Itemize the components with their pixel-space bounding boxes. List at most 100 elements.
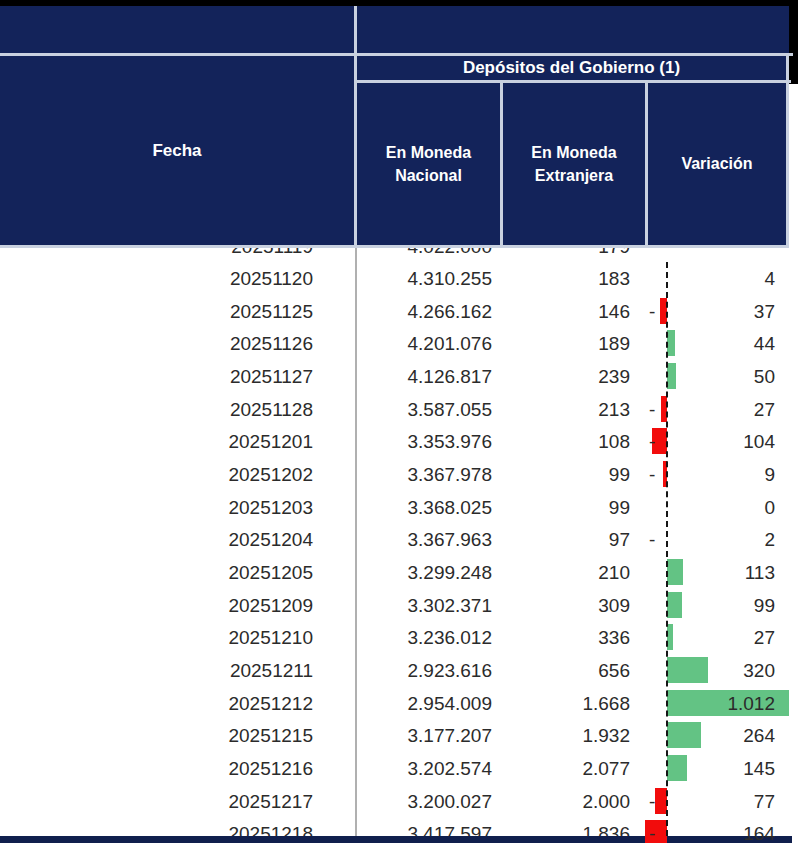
moneda-nacional-cell[interactable]: 3.177.207 — [360, 719, 492, 752]
moneda-extranjera-cell[interactable]: 336 — [480, 621, 630, 654]
fecha-cell[interactable]: 20251204 — [0, 523, 313, 556]
fecha-cell[interactable]: 20251119 — [0, 248, 313, 262]
moneda-extranjera-cell[interactable]: 179 — [480, 248, 630, 262]
variacion-cell[interactable]: 9 — [680, 458, 775, 491]
moneda-nacional-cell[interactable]: 3.368.025 — [360, 491, 492, 524]
header-cell-moneda-nacional[interactable]: En Moneda Nacional — [357, 83, 500, 245]
moneda-extranjera-cell[interactable]: 97 — [480, 523, 630, 556]
table-row: 20251126 4.201.076189 44 — [0, 327, 798, 360]
fecha-cell[interactable]: 20251210 — [0, 621, 313, 654]
window-right-edge — [789, 0, 798, 84]
fecha-cell[interactable]: 20251216 — [0, 752, 313, 785]
moneda-extranjera-cell[interactable]: 239 — [480, 360, 630, 393]
header-cell-fecha[interactable]: Fecha — [0, 56, 354, 245]
moneda-nacional-cell[interactable]: 3.353.976 — [360, 425, 492, 458]
moneda-nacional-cell[interactable]: 4.126.817 — [360, 360, 492, 393]
fecha-cell[interactable]: 20251120 — [0, 262, 313, 295]
moneda-extranjera-cell[interactable]: 99 — [480, 458, 630, 491]
variacion-minus-sign: - — [649, 817, 663, 843]
moneda-extranjera-cell[interactable]: 1.932 — [480, 719, 630, 752]
variacion-cell[interactable]: 37 — [680, 295, 775, 328]
moneda-extranjera-cell[interactable]: 99 — [480, 491, 630, 524]
variacion-minus-sign: - — [649, 393, 663, 426]
variacion-cell[interactable]: 113 — [680, 556, 775, 589]
variacion-minus-sign: - — [649, 523, 663, 556]
moneda-nacional-cell[interactable]: 3.367.978 — [360, 458, 492, 491]
moneda-nacional-cell[interactable]: 3.299.248 — [360, 556, 492, 589]
moneda-nacional-cell[interactable]: 4.266.162 — [360, 295, 492, 328]
fecha-cell[interactable]: 20251212 — [0, 687, 313, 720]
variacion-cell[interactable]: 4 — [680, 262, 775, 295]
fecha-cell[interactable]: 20251128 — [0, 393, 313, 426]
clipped-row-under-frozen-header: 20251119 4.022.000179 — [0, 248, 798, 262]
moneda-extranjera-cell[interactable]: 108 — [480, 425, 630, 458]
variacion-databar-positive — [667, 363, 676, 389]
variacion-minus-sign: - — [649, 458, 663, 491]
variacion-minus-sign: - — [649, 295, 663, 328]
moneda-extranjera-cell[interactable]: 213 — [480, 393, 630, 426]
variacion-cell[interactable]: 44 — [680, 327, 775, 360]
fecha-cell[interactable]: 20251202 — [0, 458, 313, 491]
moneda-nacional-cell[interactable]: 3.587.055 — [360, 393, 492, 426]
moneda-extranjera-cell[interactable]: 189 — [480, 327, 630, 360]
moneda-extranjera-cell[interactable]: 1.668 — [480, 687, 630, 720]
moneda-nacional-cell[interactable]: 2.954.009 — [360, 687, 492, 720]
moneda-extranjera-cell[interactable]: 2.077 — [480, 752, 630, 785]
variacion-cell[interactable]: 104 — [680, 425, 775, 458]
moneda-extranjera-cell[interactable]: 2.000 — [480, 785, 630, 818]
moneda-nacional-cell[interactable]: 3.302.371 — [360, 589, 492, 622]
moneda-nacional-cell[interactable]: 3.367.963 — [360, 523, 492, 556]
table-row: 202512173.200.0272.000-77 — [0, 785, 798, 818]
header-label-moneda-extranjera: En Moneda Extranjera — [503, 141, 645, 187]
header-cell-variacion[interactable]: Variación — [648, 83, 786, 245]
moneda-extranjera-cell[interactable]: 656 — [480, 654, 630, 687]
variacion-cell[interactable]: 50 — [680, 360, 775, 393]
fecha-cell[interactable]: 20251125 — [0, 295, 313, 328]
moneda-nacional-cell[interactable]: 3.200.027 — [360, 785, 492, 818]
fecha-cell[interactable]: 20251203 — [0, 491, 313, 524]
variacion-cell[interactable]: 1.012 — [680, 687, 775, 720]
table-body: 20251119 4.022.000179 20251120 4.310.255183… — [0, 248, 798, 836]
table-row: 20251212 2.954.0091.668 1.012 — [0, 687, 798, 720]
databar-zero-axis — [666, 262, 668, 836]
fecha-cell[interactable]: 20251201 — [0, 425, 313, 458]
fecha-cell[interactable]: 20251217 — [0, 785, 313, 818]
variacion-cell[interactable]: 264 — [680, 719, 775, 752]
table-row: 20251120 4.310.255183 4 — [0, 262, 798, 295]
variacion-cell[interactable]: 145 — [680, 752, 775, 785]
variacion-cell[interactable]: 27 — [680, 393, 775, 426]
variacion-cell[interactable]: 320 — [680, 654, 775, 687]
variacion-cell[interactable]: 99 — [680, 589, 775, 622]
variacion-cell[interactable]: 0 — [680, 491, 775, 524]
variacion-cell[interactable]: 77 — [680, 785, 775, 818]
table-bottom-border — [0, 836, 792, 843]
moneda-nacional-cell[interactable]: 4.310.255 — [360, 262, 492, 295]
fecha-cell[interactable]: 20251127 — [0, 360, 313, 393]
variacion-cell[interactable]: 2 — [680, 523, 775, 556]
moneda-extranjera-cell[interactable]: 183 — [480, 262, 630, 295]
fecha-cell[interactable]: 20251126 — [0, 327, 313, 360]
table-row: 202512013.353.976108-104 — [0, 425, 798, 458]
header-label-group: Depósitos del Gobierno (1) — [463, 58, 680, 78]
moneda-nacional-cell[interactable]: 3.202.574 — [360, 752, 492, 785]
table-row: 20251210 3.236.012336 27 — [0, 621, 798, 654]
table-row: 20251202 3.367.97899-9 — [0, 458, 798, 491]
fecha-cell[interactable]: 20251215 — [0, 719, 313, 752]
variacion-cell[interactable] — [680, 248, 775, 262]
header-cell-moneda-extranjera[interactable]: En Moneda Extranjera — [503, 83, 645, 245]
moneda-nacional-cell[interactable]: 4.201.076 — [360, 327, 492, 360]
fecha-cell[interactable]: 20251205 — [0, 556, 313, 589]
table-row: 20251216 3.202.5742.077 145 — [0, 752, 798, 785]
moneda-extranjera-cell[interactable]: 309 — [480, 589, 630, 622]
header-cell-group-depositos[interactable]: Depósitos del Gobierno (1) — [357, 56, 786, 80]
fecha-cell[interactable]: 20251209 — [0, 589, 313, 622]
moneda-extranjera-cell[interactable]: 146 — [480, 295, 630, 328]
variacion-cell[interactable]: 164 — [680, 817, 775, 843]
variacion-cell[interactable]: 27 — [680, 621, 775, 654]
moneda-nacional-cell[interactable]: 3.236.012 — [360, 621, 492, 654]
moneda-nacional-cell[interactable]: 2.923.616 — [360, 654, 492, 687]
moneda-extranjera-cell[interactable]: 210 — [480, 556, 630, 589]
fecha-cell[interactable]: 20251211 — [0, 654, 313, 687]
table-row: 20251125 4.266.162146-37 — [0, 295, 798, 328]
moneda-nacional-cell[interactable]: 4.022.000 — [360, 248, 492, 262]
